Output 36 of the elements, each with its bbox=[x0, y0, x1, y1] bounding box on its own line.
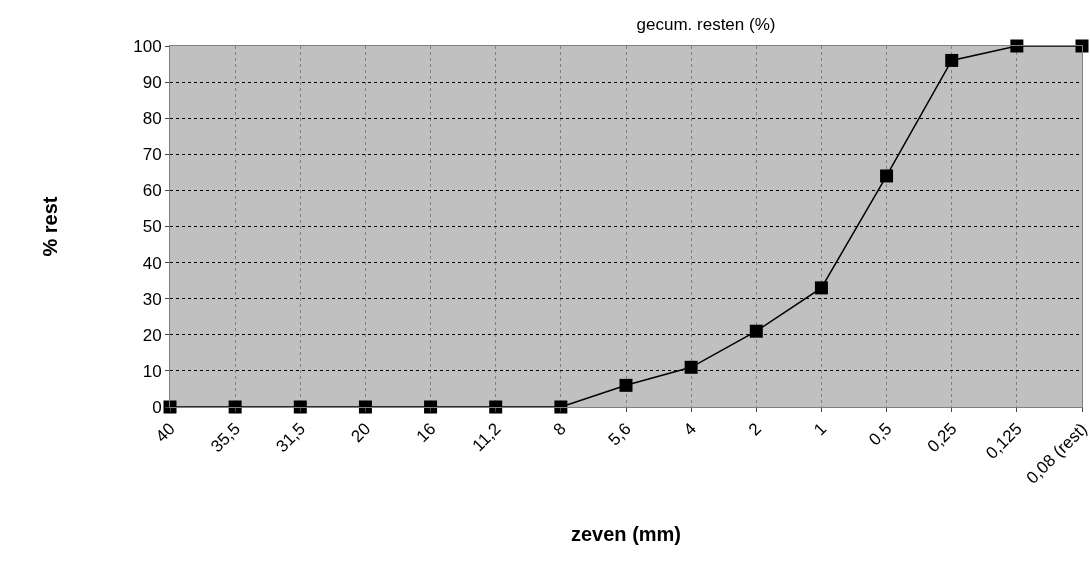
x-axis-title: zeven (mm) bbox=[570, 523, 682, 546]
point bbox=[749, 324, 763, 338]
point bbox=[293, 400, 307, 414]
point bbox=[489, 400, 503, 414]
y-tick-label: 20 bbox=[142, 325, 162, 345]
point bbox=[945, 53, 959, 67]
x-tick-label: 1 bbox=[810, 419, 831, 440]
y-tick-label: 50 bbox=[142, 217, 162, 237]
x-tick-label: 20 bbox=[347, 419, 375, 447]
x-tick-label: 8 bbox=[549, 419, 570, 440]
x-tick-label: 16 bbox=[412, 419, 440, 447]
y-tick-label: 80 bbox=[142, 109, 162, 129]
y-tick-label: 100 bbox=[133, 36, 162, 56]
chart-title: gecum. resten (%) bbox=[636, 14, 776, 34]
y-tick-label: 10 bbox=[142, 361, 162, 381]
point bbox=[1010, 39, 1024, 53]
y-tick-label: 70 bbox=[142, 145, 162, 165]
y-tick-label: 30 bbox=[142, 289, 162, 309]
point bbox=[1075, 39, 1089, 53]
point bbox=[554, 400, 568, 414]
point bbox=[684, 360, 698, 374]
point bbox=[358, 400, 372, 414]
point bbox=[814, 281, 828, 295]
x-tick-label: 4 bbox=[679, 419, 700, 440]
x-tick-label: 5,6 bbox=[604, 419, 635, 450]
y-tick-label: 90 bbox=[142, 73, 162, 93]
point bbox=[424, 400, 438, 414]
y-tick-label: 60 bbox=[142, 181, 162, 201]
point bbox=[880, 169, 894, 183]
point bbox=[228, 400, 242, 414]
y-axis-title: % rest bbox=[38, 196, 61, 257]
x-tick-label: 2 bbox=[745, 419, 766, 440]
x-tick-label: 0,5 bbox=[865, 419, 896, 450]
y-tick-label: 40 bbox=[142, 253, 162, 273]
point bbox=[619, 378, 633, 392]
y-tick-label: 0 bbox=[152, 397, 162, 417]
